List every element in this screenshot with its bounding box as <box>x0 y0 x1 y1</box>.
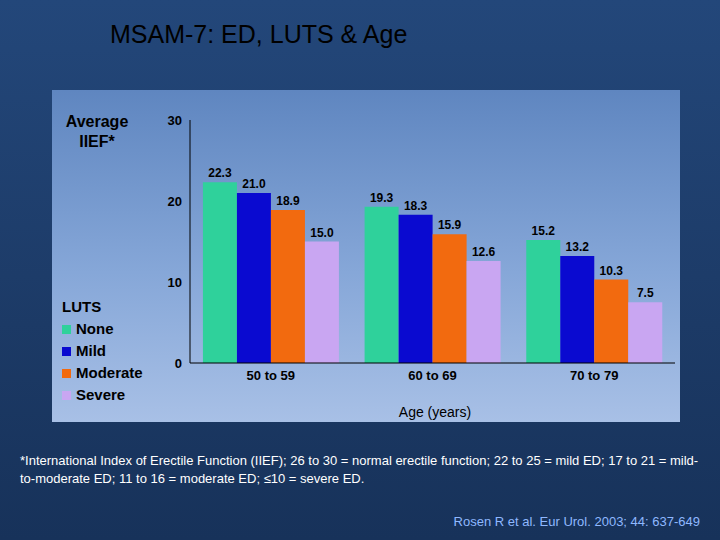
html-text:Age (years): Age (years) <box>398 404 472 420</box>
svg-text:10.3: 10.3 <box>600 264 624 278</box>
svg-text:21.0: 21.0 <box>242 177 266 191</box>
svg-text:10: 10 <box>168 275 182 290</box>
svg-text:7.5: 7.5 <box>637 286 654 300</box>
svg-text:22.3: 22.3 <box>208 166 232 180</box>
svg-text:0: 0 <box>175 356 182 371</box>
html-text:Moderate: Moderate <box>76 364 143 381</box>
svg-text:18.3: 18.3 <box>404 199 428 213</box>
svg-text:15.9: 15.9 <box>438 218 462 232</box>
svg-text:60 to 69: 60 to 69 <box>408 368 456 383</box>
svg-text:30: 30 <box>168 113 182 128</box>
svg-text:19.3: 19.3 <box>370 191 394 205</box>
html-text:LUTS: LUTS <box>62 298 102 315</box>
svg-text:12.6: 12.6 <box>472 245 496 259</box>
html-text:Rosen R et al. Eur Urol. 2003;: Rosen R et al. Eur Urol. 2003; 44: 637-6… <box>453 514 700 529</box>
svg-text:20: 20 <box>168 194 182 209</box>
svg-text:50 to 59: 50 to 59 <box>247 368 295 383</box>
svg-text:70 to 79: 70 to 79 <box>570 368 618 383</box>
html-text:*International Index of Erecti: *International Index of Erectile Functio… <box>20 453 699 486</box>
svg-text:15.0: 15.0 <box>310 226 334 240</box>
html-text:MSAM-7: ED, LUTS & Age: MSAM-7: ED, LUTS & Age <box>110 20 408 48</box>
html-text:None: None <box>76 320 114 337</box>
svg-text:13.2: 13.2 <box>566 240 590 254</box>
html-text:Average IIEF*: Average IIEF* <box>65 113 129 150</box>
html-text:Mild: Mild <box>76 342 106 359</box>
svg-text:18.9: 18.9 <box>276 194 300 208</box>
html-text:Severe: Severe <box>76 386 126 403</box>
svg-text:15.2: 15.2 <box>532 224 556 238</box>
